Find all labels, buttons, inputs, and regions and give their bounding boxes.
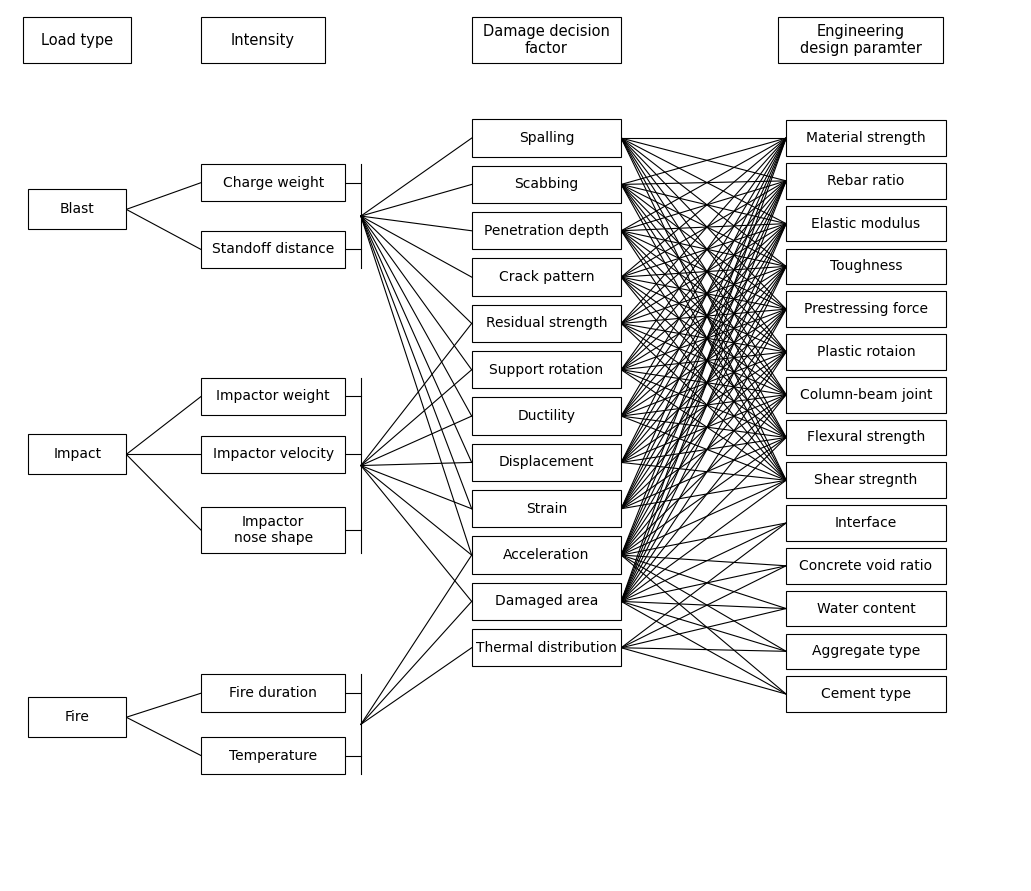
Text: Cement type: Cement type — [821, 687, 911, 701]
Text: Residual strength: Residual strength — [486, 316, 607, 331]
Text: Rebar ratio: Rebar ratio — [827, 174, 905, 188]
FancyBboxPatch shape — [472, 397, 621, 435]
FancyBboxPatch shape — [472, 119, 621, 157]
FancyBboxPatch shape — [201, 164, 345, 201]
Text: Acceleration: Acceleration — [503, 548, 590, 562]
Text: Impact: Impact — [54, 447, 101, 462]
FancyBboxPatch shape — [28, 189, 126, 229]
Text: Temperature: Temperature — [229, 748, 318, 763]
FancyBboxPatch shape — [472, 351, 621, 388]
Text: Column-beam joint: Column-beam joint — [800, 388, 932, 402]
FancyBboxPatch shape — [786, 676, 946, 712]
Text: Water content: Water content — [817, 601, 916, 616]
FancyBboxPatch shape — [28, 434, 126, 474]
Text: Plastic rotaion: Plastic rotaion — [817, 345, 916, 359]
Text: Shear stregnth: Shear stregnth — [814, 473, 918, 487]
Text: Interface: Interface — [835, 516, 897, 530]
FancyBboxPatch shape — [472, 166, 621, 203]
FancyBboxPatch shape — [472, 305, 621, 342]
FancyBboxPatch shape — [786, 163, 946, 199]
FancyBboxPatch shape — [472, 258, 621, 296]
FancyBboxPatch shape — [472, 629, 621, 666]
Text: Blast: Blast — [60, 202, 95, 217]
Text: Standoff distance: Standoff distance — [212, 242, 334, 257]
Text: Aggregate type: Aggregate type — [812, 644, 920, 658]
Text: Fire duration: Fire duration — [229, 686, 318, 700]
Text: Impactor
nose shape: Impactor nose shape — [234, 515, 312, 545]
Text: Fire: Fire — [65, 710, 90, 724]
FancyBboxPatch shape — [201, 674, 345, 712]
Text: Thermal distribution: Thermal distribution — [476, 641, 617, 655]
FancyBboxPatch shape — [472, 17, 621, 63]
Text: Elastic modulus: Elastic modulus — [811, 217, 921, 231]
FancyBboxPatch shape — [472, 490, 621, 527]
Text: Spalling: Spalling — [519, 131, 574, 145]
Text: Strain: Strain — [526, 502, 567, 516]
Text: Prestressing force: Prestressing force — [804, 302, 928, 316]
FancyBboxPatch shape — [786, 249, 946, 284]
FancyBboxPatch shape — [786, 634, 946, 669]
FancyBboxPatch shape — [786, 462, 946, 498]
FancyBboxPatch shape — [786, 334, 946, 370]
FancyBboxPatch shape — [786, 291, 946, 327]
Text: Load type: Load type — [41, 33, 113, 47]
FancyBboxPatch shape — [201, 507, 345, 553]
Text: Toughness: Toughness — [830, 259, 902, 274]
Text: Charge weight: Charge weight — [223, 176, 324, 190]
Text: Impactor weight: Impactor weight — [217, 389, 330, 404]
Text: Concrete void ratio: Concrete void ratio — [799, 559, 933, 573]
Text: Scabbing: Scabbing — [514, 177, 578, 192]
FancyBboxPatch shape — [201, 231, 345, 268]
Text: Engineering
design paramter: Engineering design paramter — [800, 24, 922, 56]
FancyBboxPatch shape — [786, 505, 946, 541]
FancyBboxPatch shape — [472, 444, 621, 481]
FancyBboxPatch shape — [201, 436, 345, 473]
Text: Support rotation: Support rotation — [490, 363, 603, 377]
Text: Crack pattern: Crack pattern — [499, 270, 594, 284]
FancyBboxPatch shape — [472, 212, 621, 249]
Text: Impactor velocity: Impactor velocity — [212, 447, 334, 462]
FancyBboxPatch shape — [201, 378, 345, 415]
Text: Ductility: Ductility — [518, 409, 575, 423]
Text: Penetration depth: Penetration depth — [484, 224, 609, 238]
Text: Flexural strength: Flexural strength — [807, 430, 925, 445]
Text: Material strength: Material strength — [806, 131, 926, 145]
FancyBboxPatch shape — [786, 120, 946, 156]
FancyBboxPatch shape — [786, 548, 946, 584]
FancyBboxPatch shape — [778, 17, 943, 63]
FancyBboxPatch shape — [201, 737, 345, 774]
FancyBboxPatch shape — [786, 420, 946, 455]
FancyBboxPatch shape — [28, 697, 126, 737]
FancyBboxPatch shape — [786, 206, 946, 241]
Text: Intensity: Intensity — [231, 33, 295, 47]
FancyBboxPatch shape — [201, 17, 325, 63]
Text: Displacement: Displacement — [499, 455, 594, 470]
FancyBboxPatch shape — [786, 377, 946, 413]
FancyBboxPatch shape — [23, 17, 132, 63]
Text: Damage decision
factor: Damage decision factor — [483, 24, 610, 56]
FancyBboxPatch shape — [472, 536, 621, 574]
FancyBboxPatch shape — [786, 591, 946, 626]
FancyBboxPatch shape — [472, 583, 621, 620]
Text: Damaged area: Damaged area — [495, 594, 598, 609]
